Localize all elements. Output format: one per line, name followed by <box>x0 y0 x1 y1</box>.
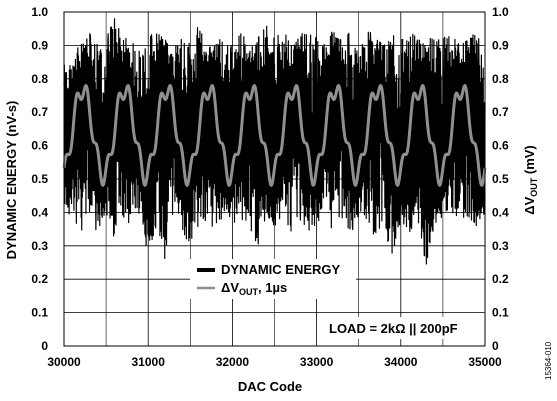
plot-frame <box>63 11 486 347</box>
y-tick-label: 0.2 <box>31 272 48 286</box>
legend: DYNAMIC ENERGY ΔVOUT, 1µs <box>190 259 356 299</box>
x-tick-label: 31000 <box>132 355 166 369</box>
y2-axis-label: ΔVOUT (mV) <box>522 145 539 215</box>
y-tick-label: 0.6 <box>31 139 48 153</box>
x-tick-label: 32000 <box>216 355 250 369</box>
y2-tick-label: 0.6 <box>492 139 509 153</box>
y2-tick-label: 0.4 <box>492 205 509 219</box>
x-tick-label: 33000 <box>300 355 334 369</box>
y2-tick-label: 0.3 <box>492 239 509 253</box>
x-axis-label: DAC Code <box>238 379 302 394</box>
figure-id: 15364-010 <box>544 341 553 380</box>
legend-label-energy: DYNAMIC ENERGY <box>221 262 341 277</box>
tick-labels: 0 0.1 0.2 0.3 0.4 0.5 0.6 0.7 0.8 0.9 1.0 0 0.1 0.2 0.… <box>31 5 509 369</box>
x-tick-label: 34000 <box>384 355 418 369</box>
y2-tick-label: 0.1 <box>492 306 509 320</box>
series-dynamic-energy <box>63 18 486 265</box>
y-tick-label: 0 <box>41 339 48 353</box>
y2-tick-label: 1.0 <box>492 5 509 19</box>
annotation-load: LOAD = 2kΩ || 200pF <box>329 321 458 336</box>
y-axis-label: DYNAMIC ENERGY (nV-s) <box>4 101 19 260</box>
y2-tick-label: 0.5 <box>492 172 509 186</box>
y2-tick-label: 0 <box>492 339 499 353</box>
legend-label-vout: ΔVOUT, 1µs <box>221 280 287 297</box>
energy-line <box>63 18 486 265</box>
y-tick-label: 0.9 <box>31 38 48 52</box>
y2-tick-label: 0.7 <box>492 105 509 119</box>
y2-tick-label: 0.9 <box>492 38 509 52</box>
series-delta-vout <box>62 84 487 187</box>
vout-line <box>62 84 487 187</box>
annotation-background <box>324 317 480 339</box>
y-tick-label: 0.3 <box>31 239 48 253</box>
y-tick-label: 0.1 <box>31 306 48 320</box>
y-tick-label: 1.0 <box>31 5 48 19</box>
y-tick-label: 0.7 <box>31 105 48 119</box>
x-tick-label: 30000 <box>47 355 81 369</box>
y-tick-label: 0.8 <box>31 72 48 86</box>
y2-tick-label: 0.8 <box>492 72 509 86</box>
x-tick-label: 35000 <box>468 355 502 369</box>
y-tick-label: 0.5 <box>31 172 48 186</box>
y-tick-label: 0.4 <box>31 205 48 219</box>
y2-tick-label: 0.2 <box>492 272 509 286</box>
legend-background <box>190 259 356 299</box>
